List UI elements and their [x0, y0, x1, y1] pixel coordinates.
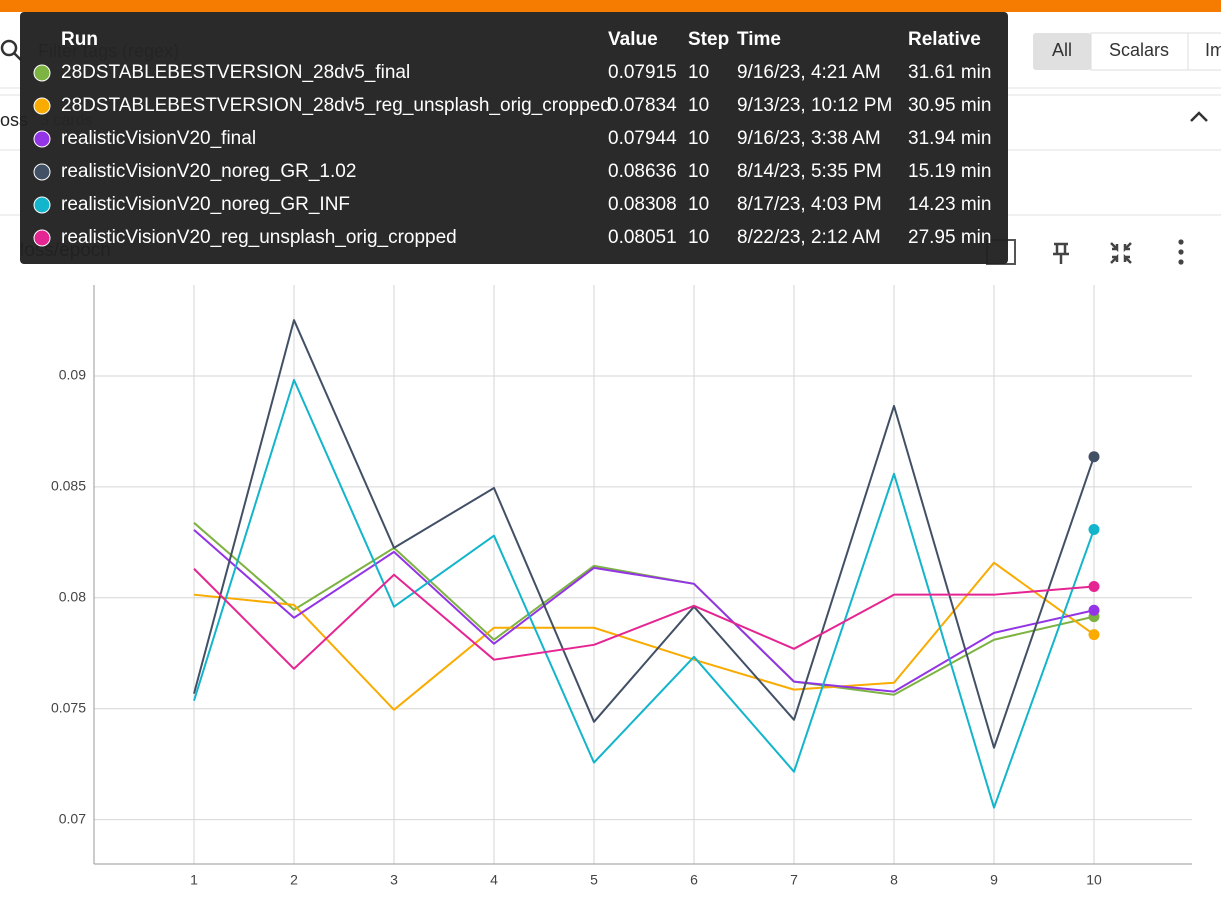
- series-line: [193, 561, 1095, 711]
- tooltip-relative: 15.19 min: [908, 161, 991, 182]
- tooltip-value: 0.07944: [608, 128, 677, 149]
- tooltip-swatch: [33, 229, 51, 247]
- x-tick-label: 8: [890, 872, 898, 888]
- tooltip-value: 0.08308: [608, 194, 677, 215]
- x-tick-label: 9: [990, 872, 998, 888]
- fullscreen-button[interactable]: [1110, 242, 1132, 264]
- series-line: [193, 378, 1095, 809]
- menu-dot[interactable]: [1178, 249, 1184, 255]
- tooltip-value: 0.07915: [608, 62, 677, 83]
- tab-label: Scalars: [1109, 40, 1169, 60]
- series-line: [193, 319, 1095, 749]
- tooltip-swatch: [33, 97, 51, 115]
- tooltip-run: realisticVisionV20_reg_unsplash_orig_cro…: [61, 227, 457, 248]
- series-end-point: [1088, 604, 1100, 616]
- x-tick-label: 10: [1086, 872, 1102, 888]
- series-end-point: [1088, 523, 1100, 535]
- series-line: [193, 529, 1095, 693]
- tooltip-swatch: [33, 163, 51, 181]
- tooltip-header: Time: [737, 29, 781, 50]
- tooltip-time: 8/22/23, 2:12 AM: [737, 227, 881, 248]
- y-tick-label: 0.08: [59, 588, 86, 604]
- tooltip-run: 28DSTABLEBESTVERSION_28dv5_reg_unsplash_…: [61, 95, 611, 116]
- tooltip-bg: [20, 12, 1008, 264]
- series-end-point: [1088, 580, 1100, 592]
- search-icon: [0, 39, 18, 57]
- tooltip-time: 8/14/23, 5:35 PM: [737, 161, 882, 182]
- tooltip-time: 9/16/23, 3:38 AM: [737, 128, 881, 149]
- tooltip-step: 10: [688, 95, 709, 116]
- plot: 0.07 0.075 0.08 0.085 0.09 1 2 3 4 5 6 7 8 9 10: [51, 285, 1192, 888]
- x-tick-label: 4: [490, 872, 498, 888]
- tooltip-swatch: [33, 64, 51, 82]
- tooltip-relative: 31.61 min: [908, 62, 991, 83]
- tab-images[interactable]: [1187, 32, 1221, 71]
- x-tick-label: 1: [190, 872, 198, 888]
- search-icon-handle: [13, 52, 22, 61]
- tooltip-relative: 31.94 min: [908, 128, 991, 149]
- tooltip-time: 9/13/23, 10:12 PM: [737, 95, 892, 116]
- tooltip-time: 9/16/23, 4:21 AM: [737, 62, 881, 83]
- tooltip-value: 0.07834: [608, 95, 677, 116]
- tooltip-run: realisticVisionV20_noreg_GR_INF: [61, 194, 350, 215]
- pin-button[interactable]: [1053, 242, 1069, 264]
- tooltip-header: Run: [61, 29, 98, 50]
- y-tick-label: 0.07: [59, 810, 86, 826]
- x-tick-label: 5: [590, 872, 598, 888]
- tooltip-time: 8/17/23, 4:03 PM: [737, 194, 882, 215]
- tooltip-step: 10: [688, 194, 709, 215]
- tooltip-swatch: [33, 130, 51, 148]
- tooltip-run: 28DSTABLEBESTVERSION_28dv5_final: [61, 62, 410, 83]
- series-end-point: [1088, 451, 1100, 463]
- y-tick-label: 0.09: [59, 367, 86, 383]
- tooltip-run: realisticVisionV20_noreg_GR_1.02: [61, 161, 356, 182]
- y-tick-label: 0.075: [51, 699, 86, 715]
- menu-dot[interactable]: [1178, 259, 1184, 265]
- tab-scalars[interactable]: [1090, 32, 1189, 71]
- x-tick-label: 2: [290, 872, 298, 888]
- tooltip-value: 0.08636: [608, 161, 677, 182]
- tooltip-relative: 14.23 min: [908, 194, 991, 215]
- menu-dot[interactable]: [1178, 239, 1184, 245]
- series-line: [193, 568, 1095, 670]
- tab-all[interactable]: [1033, 33, 1091, 70]
- tooltip: Run Value Step Time Relative 28DSTABLEBESTVER…: [20, 12, 1008, 264]
- x-tick-label: 6: [690, 872, 698, 888]
- tab-label: All: [1052, 40, 1072, 60]
- tooltip-step: 10: [688, 161, 709, 182]
- card: [0, 214, 1221, 901]
- tooltip-run: realisticVisionV20_final: [61, 128, 256, 149]
- tooltip-value: 0.08051: [608, 227, 677, 248]
- tooltip-relative: 30.95 min: [908, 95, 991, 116]
- tooltip-header: Relative: [908, 29, 981, 50]
- tooltip-header: Value: [608, 29, 658, 50]
- tab-label: Im: [1205, 40, 1221, 60]
- tooltip-header: Step: [688, 29, 729, 50]
- y-tick-label: 0.085: [51, 478, 86, 494]
- series-end-point: [1088, 629, 1100, 641]
- collapse-chevron[interactable]: [1190, 111, 1208, 122]
- tooltip-step: 10: [688, 62, 709, 83]
- tooltip-step: 10: [688, 128, 709, 149]
- x-tick-label: 7: [790, 872, 798, 888]
- tooltip-relative: 27.95 min: [908, 227, 991, 248]
- tooltip-swatch: [33, 196, 51, 214]
- top-bar: [0, 0, 1221, 12]
- x-tick-label: 3: [390, 872, 398, 888]
- tooltip-step: 10: [688, 227, 709, 248]
